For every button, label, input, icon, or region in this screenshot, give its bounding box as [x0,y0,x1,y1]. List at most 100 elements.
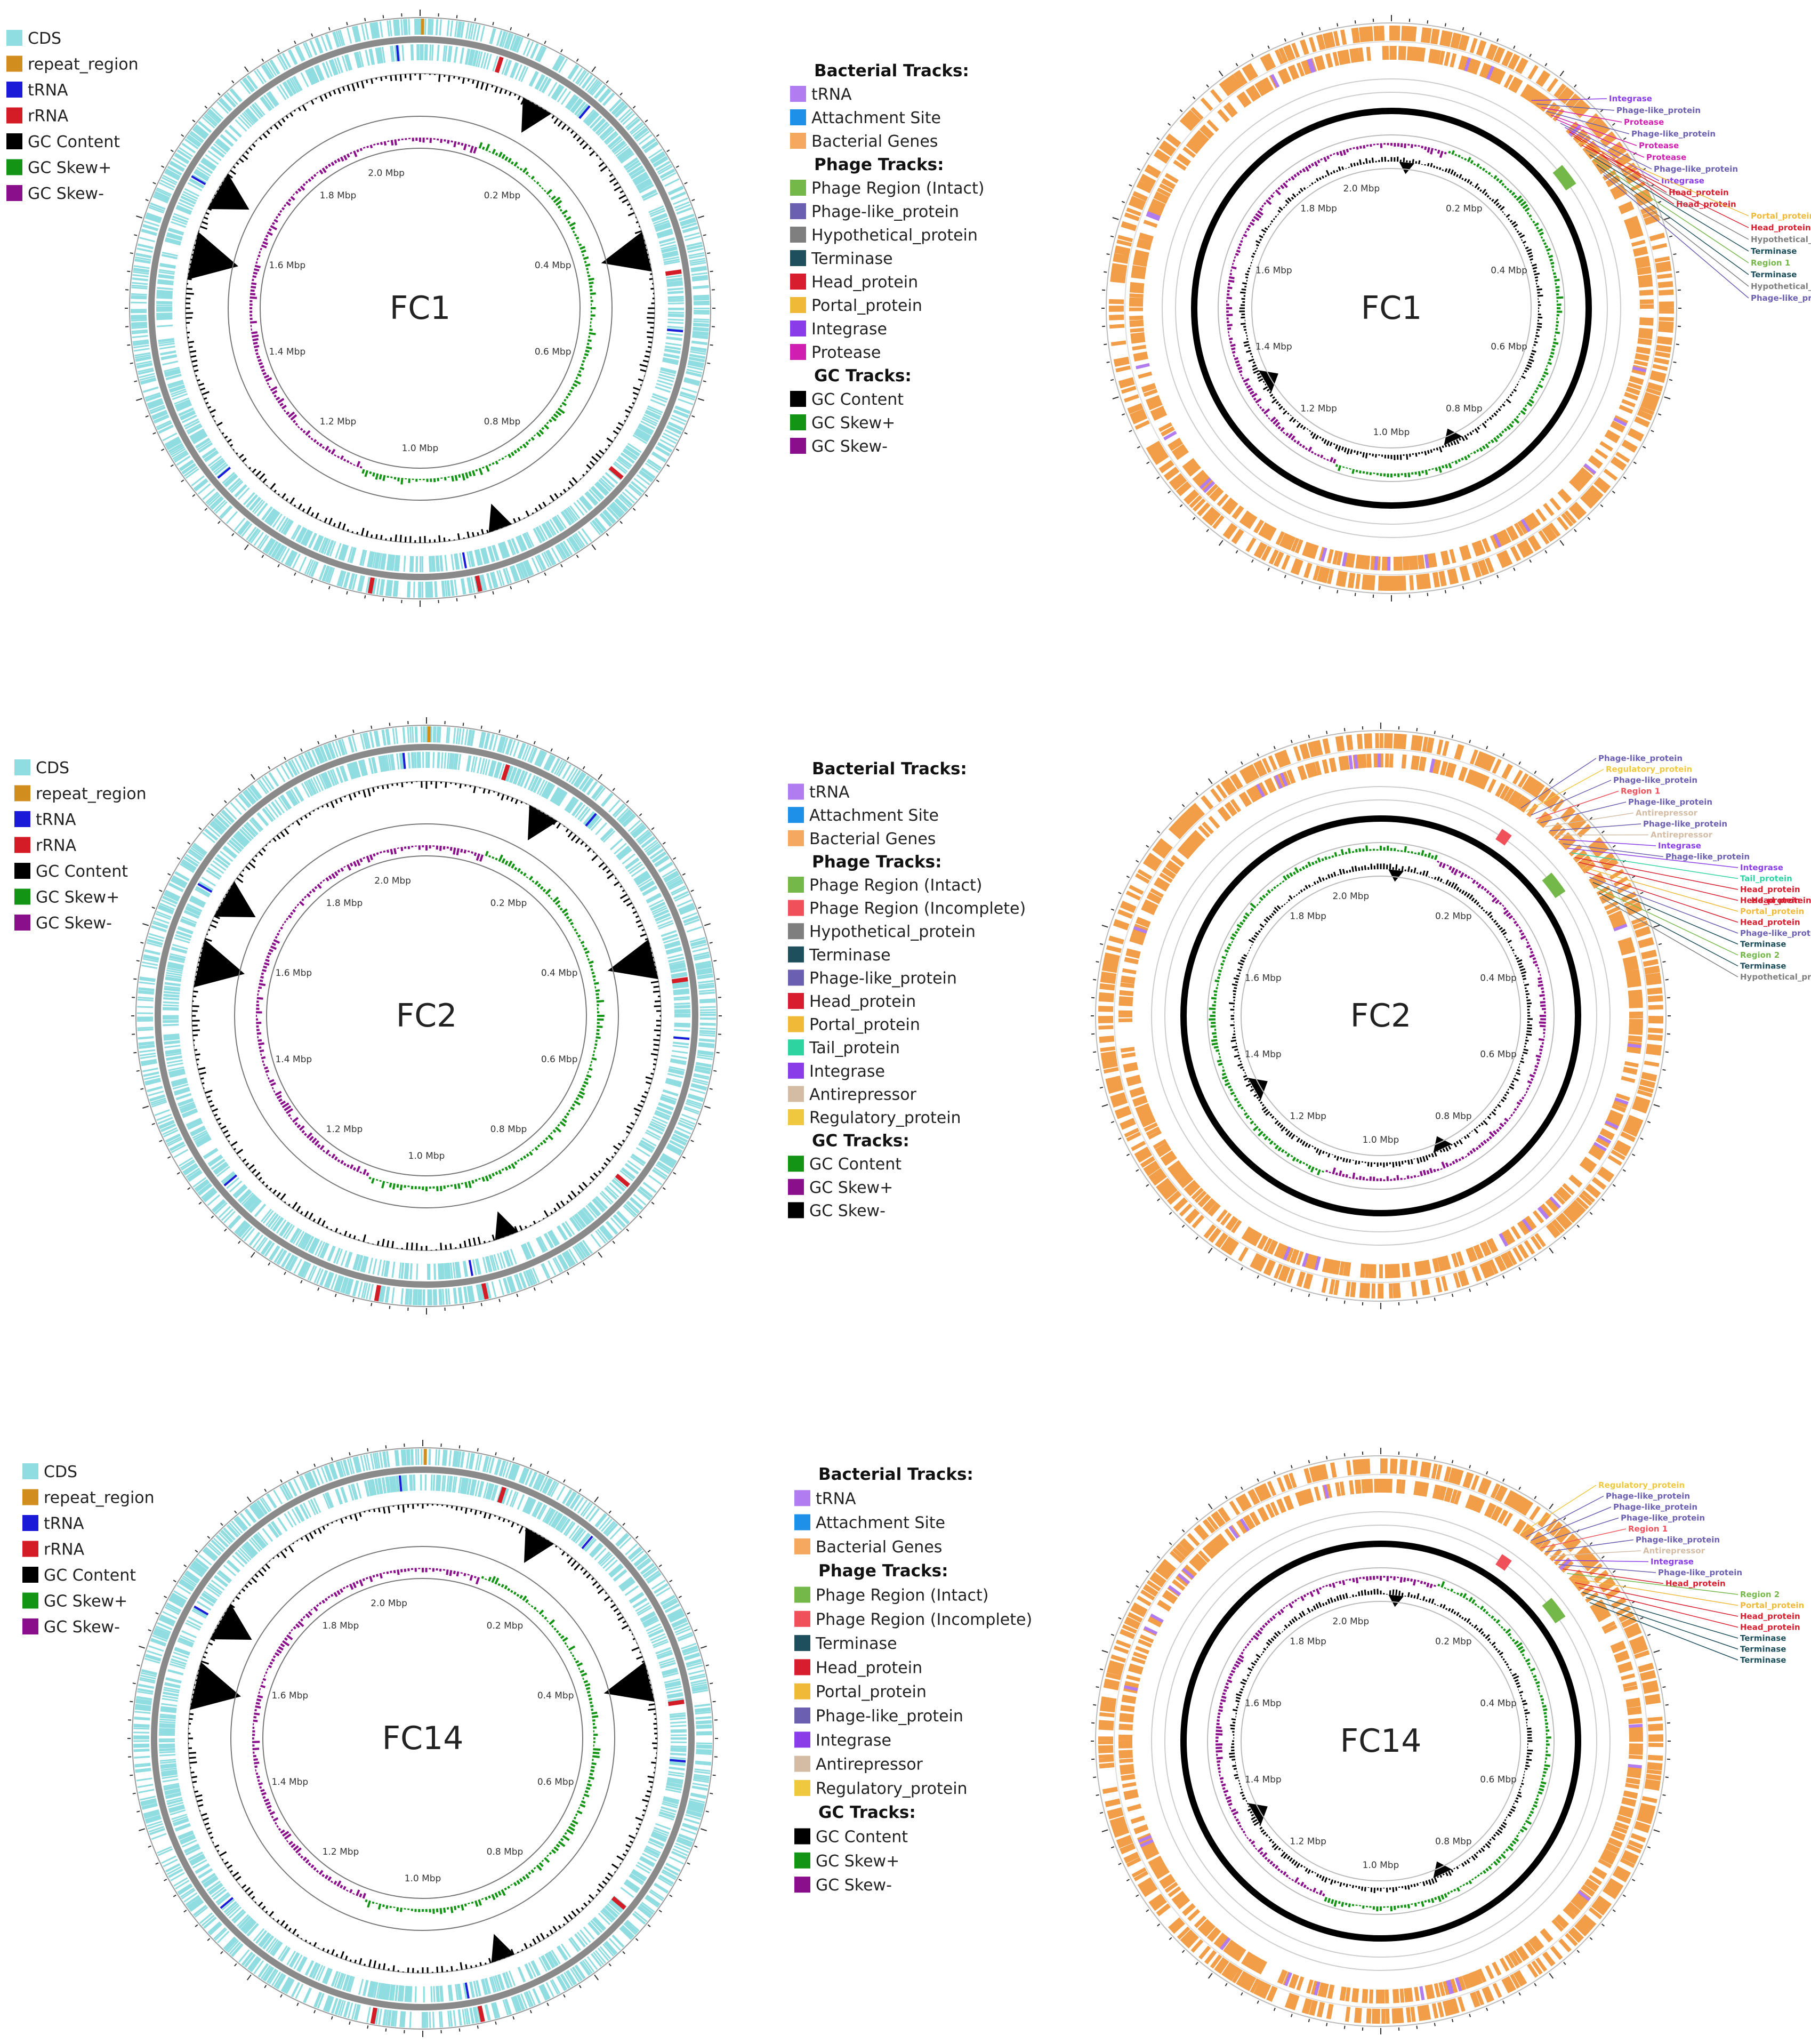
left-legend-label: repeat_region [36,785,147,804]
right-map-fc14-callout-label: Integrase [1651,1557,1694,1567]
right-map-fc2-callout-label: Head_protein [1740,918,1800,927]
right-map-fc2-outer-ticks [1091,723,1671,1309]
right-map-fc14-trna-mark [1150,1613,1164,1623]
right-map-fc14-trna-mark [1124,1685,1138,1692]
right-map-fc1-trna-mark [1374,556,1379,571]
right-map-fc2-trna-mark [1274,774,1283,789]
legend-label: Portal_protein [809,1016,920,1035]
right-map-fc2-callout-label: Antirepressor [1636,808,1698,818]
right-map-fc2-phage-region-incomplete [1495,829,1512,846]
right-map-fc1-gc-skew-plus [1335,150,1564,478]
legend-swatch [788,1039,804,1056]
left-legend-label: GC Content [44,1566,136,1585]
legend-label: Regulatory_protein [816,1780,968,1798]
left-map-fc1-trna-mark [396,45,400,61]
left-map-fc2-outer-ticks [131,717,722,1314]
right-map-fc1-callout-line [1603,174,1749,299]
legend-swatch [790,109,806,125]
right-map-fc1-genes-divider [1124,41,1659,575]
legend-label: GC Skew- [809,1201,886,1220]
left-legend-swatch [14,785,30,801]
legend-label: Portal_protein [811,296,922,315]
right-map-fc1-trna-mark [1146,211,1161,219]
left-map-fc14-gc-skew-plus [365,1576,601,1914]
left-map-fc14-trna-mark [220,1897,234,1909]
legend-label: Integrase [816,1731,891,1750]
right-map-fc2-tick-label: 0.2 Mbp [1435,911,1472,921]
left-map-fc14-backbone-ring [151,1466,695,2010]
right-map-fc14-callout-label: Antirepressor [1643,1546,1705,1556]
right-map-fc1-callout-line [1564,127,1660,181]
right-map-fc2-callout-label: Terminase [1740,940,1786,949]
right-map-fc1-trna-mark [1136,363,1150,370]
right-map-fc14-tick-label: 1.2 Mbp [1290,1837,1326,1847]
right-map-fc2-gc-content [1229,863,1533,1168]
legend-swatch [788,830,804,846]
legend-label: Antirepressor [809,1085,917,1104]
left-map-fc1-gc-spike [187,231,238,280]
legend-header: GC Tracks: [812,1132,909,1151]
left-legend-label: CDS [28,29,61,48]
legend-swatch [788,807,804,823]
right-map-fc2-tick-label: 1.2 Mbp [1290,1111,1326,1122]
left-map-fc2-gc-spike [528,805,558,840]
left-legend-swatch [14,863,30,879]
left-legend-swatch [6,133,22,149]
legend-label: Attachment Site [809,806,939,825]
right-map-fc2-tick-label: 0.8 Mbp [1435,1111,1472,1122]
right-map-fc14-phage-region-intact [1542,1598,1566,1624]
right-map-fc2-tick-label: 0.6 Mbp [1480,1049,1517,1060]
left-legend-swatch [6,107,22,124]
right-map-fc14-skew-baseline-outer [1207,1567,1555,1915]
right-map-fc2-callout-label: Integrase [1658,841,1701,851]
left-map-fc2-gc-skew-minus [256,845,484,1176]
left-map-fc1-tick-label: 0.8 Mbp [484,416,521,427]
legend-label: tRNA [811,85,852,104]
left-map-fc14-tick-label: 2.0 Mbp [371,1598,407,1609]
right-map-fc1-tick-label: 1.0 Mbp [1373,427,1410,438]
left-legend-label: CDS [44,1463,77,1481]
right-map-fc2-gc-spike [1388,869,1404,882]
right-map-fc2-callout-line [1599,892,1738,967]
right-map-fc14-name: FC14 [1340,1722,1422,1760]
right-map-fc1-gc-content-ring [1191,108,1592,509]
legend-label: Phage Region (Incomplete) [809,900,1026,918]
right-map-fc2-skew-baseline-outer [1207,842,1555,1190]
legend-swatch [794,1490,810,1506]
legend-label: GC Skew+ [809,1179,893,1197]
left-map-fc2-tick-label: 1.4 Mbp [275,1054,312,1065]
right-map-fc2-callout-label: Terminase [1740,961,1786,971]
right-map-fc1-callout-line [1581,145,1749,228]
right-map-fc1-trna-mark [1163,430,1177,440]
left-legend-fc14: CDS repeat_region tRNA rRNA GC Content GC Ske… [22,1463,155,1637]
legend-swatch [788,923,804,940]
left-legend-label: rRNA [44,1541,85,1559]
right-map-fc14-gc-spike [1388,1594,1404,1607]
legend-swatch [790,274,806,290]
right-map-fc14-trna-mark [1559,1558,1572,1570]
right-map-fc14-trna-mark [1284,1972,1292,1986]
left-map-fc1-trna-mark [667,328,683,333]
right-map-fc1-gc-content [1239,156,1543,461]
left-legend-label: GC Content [28,133,120,151]
right-map-fc1-callout-line [1589,154,1749,252]
right-map-fc14-callout-label: Head_protein [1740,1612,1800,1621]
left-map-fc1-tick-label: 1.0 Mbp [402,443,439,454]
right-map-fc14-trna-mark [1419,1986,1425,2001]
right-map-fc1-callout-line [1560,123,1652,170]
right-map-fc2-callout-label: Tail_protein [1740,874,1792,884]
left-legend-swatch [14,759,30,775]
legend-swatch [790,297,806,313]
left-map-fc14-trna-mark [194,1605,209,1616]
right-map-fc2-trna-mark [1314,1256,1321,1271]
left-legend-swatch [22,1515,38,1531]
right-map-fc1-callout-label: Protease [1624,117,1664,127]
left-map-fc1-cds-forward [130,18,710,598]
legend-label: Head_protein [811,273,918,292]
right-map-fc14-callout-label: Terminase [1740,1645,1786,1654]
left-legend-fc2: CDS repeat_region tRNA rRNA GC Content GC Ske… [14,759,147,933]
right-map-fc1-skew-baseline-outer [1218,134,1565,482]
right-map-fc1-trna-mark [1308,58,1316,73]
left-map-fc1-trna-mark [191,175,206,186]
legend-label: Phage-like_protein [809,969,957,988]
